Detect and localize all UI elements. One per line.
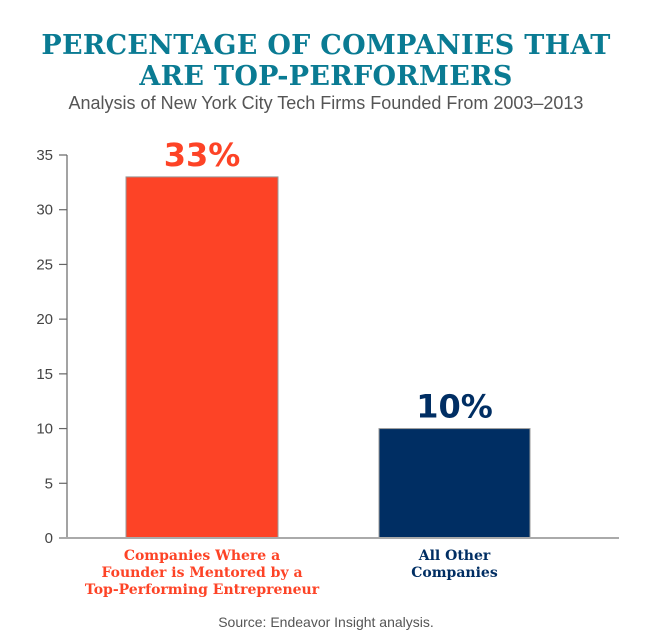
y-tick-label: 10: [36, 421, 53, 438]
x-category-label-line: Companies: [411, 565, 498, 581]
y-tick-label: 0: [45, 530, 53, 547]
y-tick-label: 35: [36, 147, 53, 164]
bar: [378, 428, 531, 539]
chart-title: PERCENTAGE OF COMPANIES THAT ARE TOP-PER…: [0, 30, 652, 92]
y-tick-label: 25: [36, 256, 53, 273]
data-label: 10%: [416, 388, 493, 426]
chart-title-line: ARE TOP-PERFORMERS: [139, 61, 513, 92]
source-note: Source: Endeavor Insight analysis.: [218, 614, 434, 630]
data-label: 33%: [164, 136, 241, 174]
y-tick-label: 30: [36, 202, 53, 219]
chart-title-line: PERCENTAGE OF COMPANIES THAT: [41, 30, 611, 61]
y-tick-label: 20: [36, 311, 53, 328]
x-category-label: All Other Companies: [335, 548, 575, 582]
x-category-label-line: Companies Where a: [123, 548, 281, 564]
x-category-label: Companies Where a Founder is Mentored by …: [82, 548, 322, 599]
y-tick-label: 15: [36, 366, 53, 383]
bar: [125, 176, 279, 539]
x-category-label-line: Founder is Mentored by a: [101, 565, 303, 581]
x-category-label-line: Top-Performing Entrepreneur: [84, 582, 320, 598]
x-category-label-line: All Other: [418, 548, 491, 564]
chart-subtitle: Analysis of New York City Tech Firms Fou…: [68, 93, 584, 113]
y-tick-label: 5: [45, 475, 53, 492]
